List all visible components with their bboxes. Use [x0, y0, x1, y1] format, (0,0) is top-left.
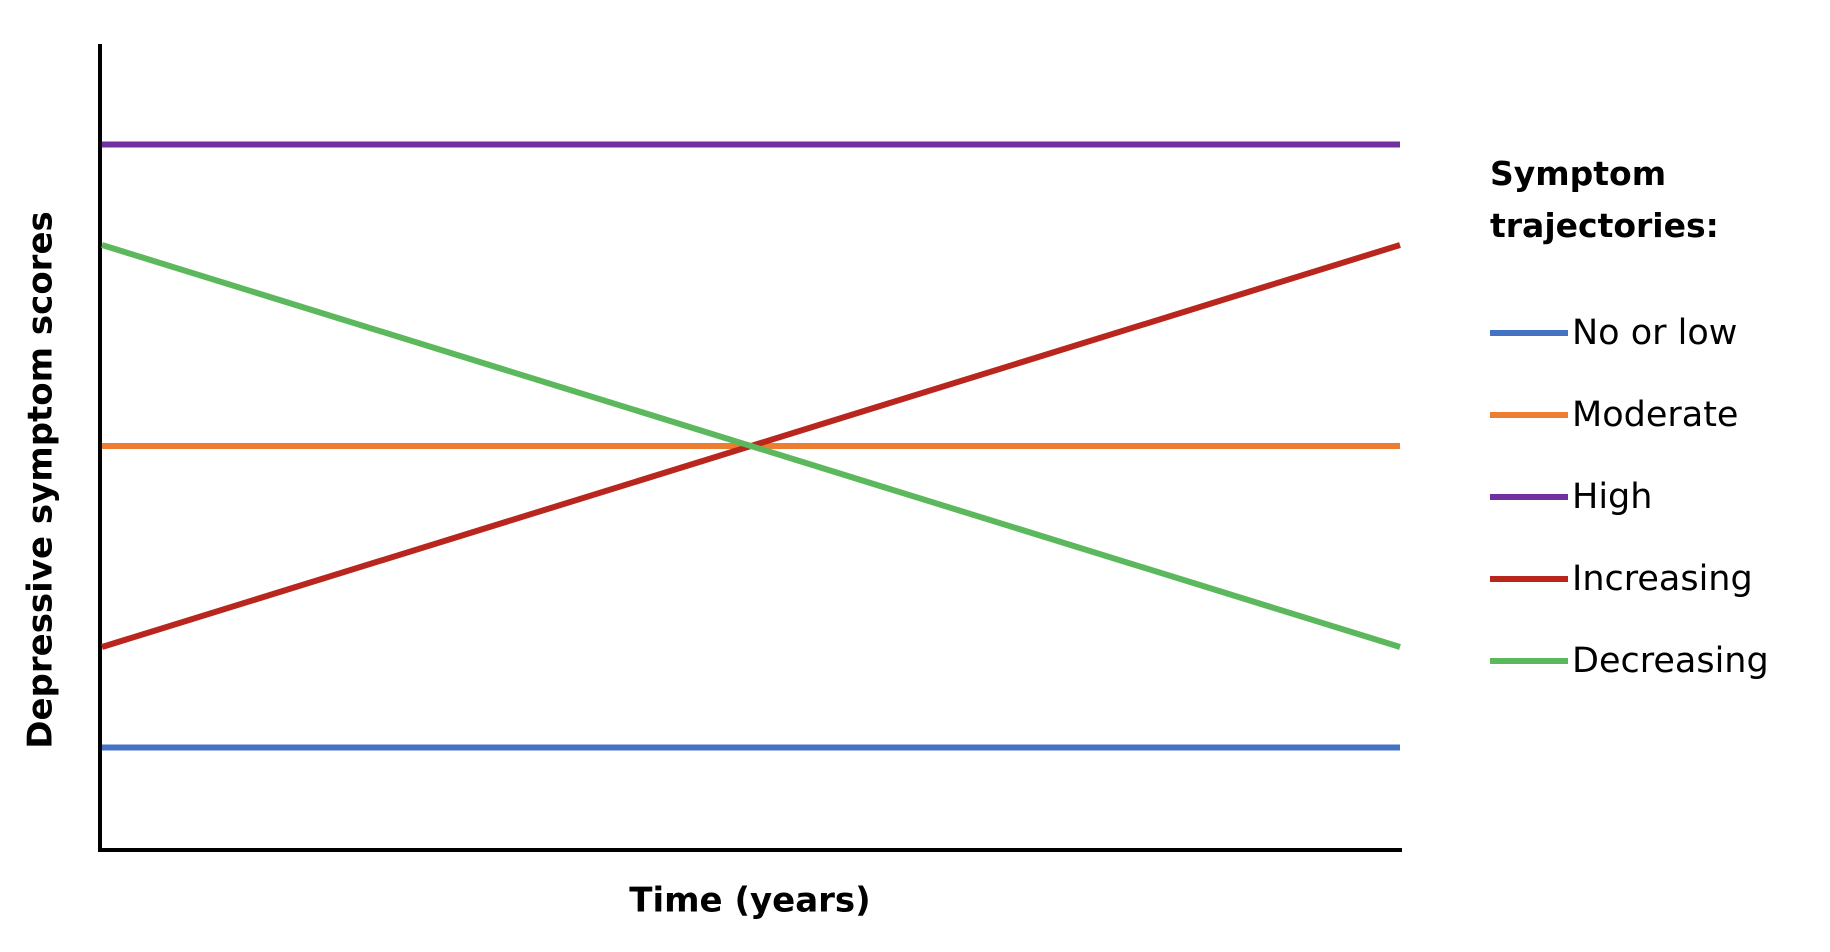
- legend-swatch: [1490, 330, 1568, 336]
- legend-entry: Increasing: [1490, 538, 1810, 620]
- series-line: [101, 242, 1401, 650]
- legend-entry: Moderate: [1490, 374, 1810, 456]
- legend-swatch: [1490, 494, 1568, 500]
- legend-entry: No or low: [1490, 292, 1810, 374]
- legend-label: Decreasing: [1572, 641, 1769, 681]
- legend-swatch: [1490, 412, 1568, 418]
- legend-label: Moderate: [1572, 395, 1739, 435]
- legend-label: Increasing: [1572, 559, 1753, 599]
- legend: Symptom trajectories: No or low Moderate H…: [1490, 148, 1810, 702]
- legend-title: Symptom trajectories:: [1490, 154, 1719, 245]
- legend-swatch: [1490, 658, 1568, 664]
- legend-label: No or low: [1572, 313, 1738, 353]
- x-axis-label: Time (years): [629, 881, 870, 921]
- legend-label: High: [1572, 477, 1653, 517]
- legend-swatch: [1490, 576, 1568, 582]
- legend-entry: High: [1490, 456, 1810, 538]
- legend-entry: Decreasing: [1490, 620, 1810, 702]
- y-axis-label: Depressive symptom scores: [21, 211, 61, 749]
